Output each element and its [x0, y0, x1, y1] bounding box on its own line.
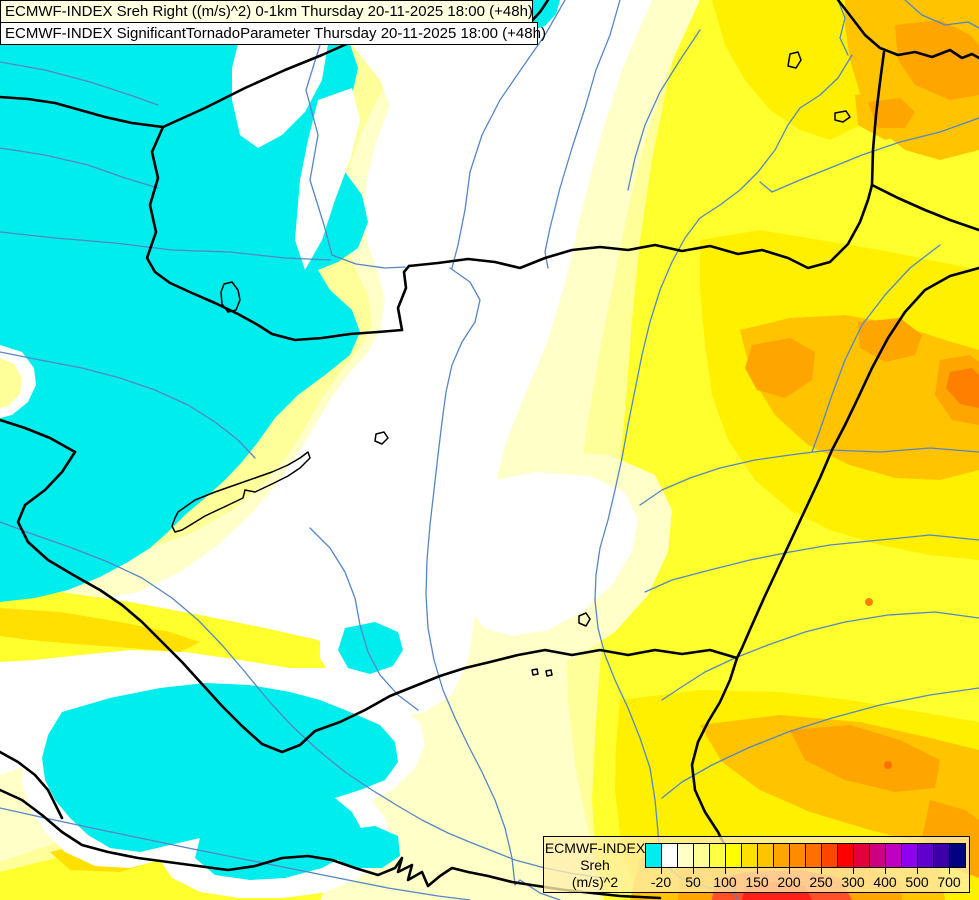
- legend-color-cell: [933, 843, 950, 868]
- legend-color-cell: [837, 843, 854, 868]
- legend-color-cell: [885, 843, 902, 868]
- legend-color-cell: [917, 843, 934, 868]
- legend-color-cell: [773, 843, 790, 868]
- legend-tick: [853, 868, 854, 874]
- legend-tick: [725, 868, 726, 874]
- legend-title-parameter: Sreh: [580, 857, 610, 873]
- legend-color-cell: [805, 843, 822, 868]
- legend-color-cell: [677, 843, 694, 868]
- legend-tick: [789, 868, 790, 874]
- lakes: [171, 51, 851, 677]
- legend-color-cell: [901, 843, 918, 868]
- legend-tick-label: 100: [713, 874, 737, 890]
- legend-tick: [757, 868, 758, 874]
- legend-tick: [821, 868, 822, 874]
- legend-tick-labels: -20 50 100 150 200 250 300 400 500 700: [645, 874, 966, 890]
- legend-tick-label: 200: [777, 874, 801, 890]
- legend-tick-label: -20: [650, 874, 672, 890]
- legend-color-cell: [789, 843, 806, 868]
- legend-title-units: (m/s)^2: [571, 874, 619, 890]
- legend-color-cell: [661, 843, 678, 868]
- legend-tick: [661, 868, 662, 874]
- legend-color-cell: [821, 843, 838, 868]
- legend-tick-label: 150: [745, 874, 769, 890]
- legend-color-cell: [757, 843, 774, 868]
- legend-tick-label: 300: [841, 874, 865, 890]
- legend-tick: [885, 868, 886, 874]
- legend-tick-label: 500: [905, 874, 929, 890]
- legend-tick: [917, 868, 918, 874]
- legend-color-cell: [741, 843, 758, 868]
- legend-color-cell: [949, 843, 966, 868]
- legend-title: ECMWF-INDEX Sreh (m/s)^2: [544, 840, 646, 891]
- lake-balaton: [171, 451, 311, 533]
- legend-colorbar: [645, 843, 966, 868]
- legend-tick: [949, 868, 950, 874]
- legend-color-cell: [869, 843, 886, 868]
- legend-tick-label: 250: [809, 874, 833, 890]
- legend-tick-label: 400: [873, 874, 897, 890]
- legend-color-cell: [853, 843, 870, 868]
- legend-tickmarks: [645, 868, 966, 874]
- title-bar-line2: ECMWF-INDEX SignificantTornadoParameter …: [0, 22, 546, 45]
- lake-neusiedl: [220, 281, 241, 313]
- legend-color-cell: [693, 843, 710, 868]
- title-bar-line1: ECMWF-INDEX Sreh Right ((m/s)^2) 0-1km T…: [0, 0, 533, 23]
- legend-color-cell: [725, 843, 742, 868]
- legend: ECMWF-INDEX Sreh (m/s)^2 -20 50 100 150 200 2…: [543, 836, 970, 893]
- legend-tick-label: 50: [685, 874, 701, 890]
- legend-color-cell: [645, 843, 662, 868]
- legend-tick-label: 700: [937, 874, 961, 890]
- legend-color-cell: [709, 843, 726, 868]
- legend-title-model: ECMWF-INDEX: [544, 840, 646, 856]
- legend-tick: [693, 868, 694, 874]
